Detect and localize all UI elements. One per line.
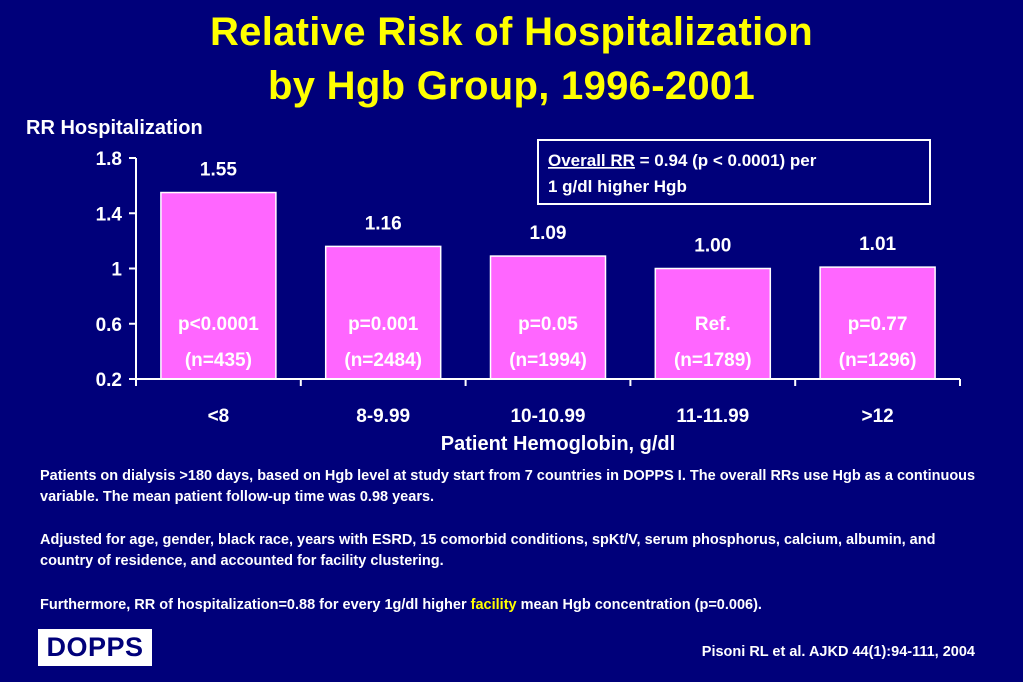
x-tick-label: 10-10.99 — [510, 406, 585, 427]
y-tick-label: 0.6 — [96, 315, 122, 336]
x-tick-label: >12 — [861, 406, 893, 427]
bar-value-label: 1.00 — [694, 236, 731, 257]
bar-n-label: (n=1789) — [674, 350, 752, 371]
footnote-study-description: Patients on dialysis >180 days, based on… — [40, 468, 976, 505]
y-tick-label: 0.2 — [96, 370, 122, 391]
bar-p-label: Ref. — [695, 314, 731, 335]
bar-chart: RR Hospitalization 1.55 p<0.0001 (n=435) <8 1… — [26, 117, 961, 455]
bar-n-label: (n=435) — [185, 350, 252, 371]
footnote-adjustments: Adjusted for age, gender, black race, ye… — [40, 532, 936, 569]
bar-p-label: p=0.77 — [848, 314, 908, 335]
y-tick-label: 1.8 — [96, 149, 122, 170]
bar-value-label: 1.09 — [530, 223, 567, 244]
y-axis-label: RR Hospitalization — [26, 117, 203, 139]
citation: Pisoni RL et al. AJKD 44(1):94-111, 2004 — [701, 644, 975, 660]
footnote-facility-rr-before: Furthermore, RR of hospitalization=0.88 … — [40, 597, 471, 613]
footnote-facility-highlight: facility — [470, 597, 517, 613]
bar-2 — [489, 255, 607, 380]
bar-n-label: (n=1296) — [839, 350, 917, 371]
bar-value-label: 1.01 — [859, 234, 896, 255]
bar-p-label: p<0.0001 — [178, 314, 259, 335]
annotation-box — [537, 139, 931, 205]
x-tick-label: 8-9.99 — [356, 406, 410, 427]
y-tick-label: 1.4 — [96, 204, 123, 225]
x-axis-label: Patient Hemoglobin, g/dl — [441, 433, 675, 455]
x-tick-label: <8 — [208, 406, 230, 427]
chart-title-line1: Relative Risk of Hospitalization — [209, 10, 814, 54]
footnote-facility-rr-after: mean Hgb concentration (p=0.006). — [516, 597, 762, 613]
bar-n-label: (n=2484) — [344, 350, 422, 371]
bar-4 — [819, 266, 936, 380]
x-tick-label: 11-11.99 — [676, 406, 749, 427]
annotation-line2: 1 g/dl higher Hgb — [548, 177, 687, 196]
bar-value-label: 1.16 — [365, 213, 402, 234]
bar-value-label: 1.55 — [200, 160, 237, 181]
footnote-facility-rr: Furthermore, RR of hospitalization=0.88 … — [40, 595, 990, 616]
chart-title-line2: by Hgb Group, 1996-2001 — [267, 64, 756, 108]
bar-p-label: p=0.05 — [518, 314, 578, 335]
bar-1 — [324, 245, 442, 380]
annotation-line1-rest: = 0.94 (p < 0.0001) per — [635, 151, 817, 170]
annotation-underlined-term: Overall RR — [548, 151, 635, 170]
annotation-line1: Overall RR = 0.94 (p < 0.0001) per — [548, 151, 817, 170]
y-tick-label: 1 — [111, 260, 122, 281]
bar-p-label: p=0.001 — [348, 314, 419, 335]
bar-3 — [654, 267, 772, 380]
bar-n-label: (n=1994) — [509, 350, 587, 371]
dopps-logo: DOPPS — [38, 629, 152, 666]
